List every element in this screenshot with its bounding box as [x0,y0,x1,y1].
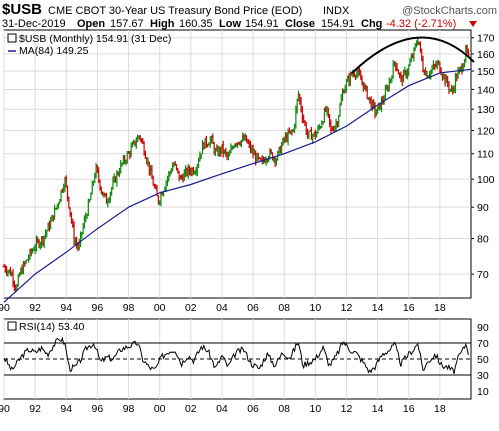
x-tick-label: 10 [309,302,321,314]
low-label: Low [219,18,241,30]
ohlc-line: 31-Dec-2019 Open 157.67 High 160.35 Low … [2,18,477,30]
price-y-tick-label: 70 [477,269,489,281]
close-label: Close [285,18,315,30]
x-tick-label: 08 [278,403,290,415]
x-tick-label: 00 [154,403,166,415]
x-tick-label: 14 [372,302,384,314]
price-legend: $USB (Monthly) 154.91 (31 Dec) MA(84) 14… [7,33,171,57]
x-tick-label: 18 [434,403,446,415]
low-value: 154.91 [245,18,279,30]
x-tick-label: 16 [403,403,415,415]
high-label: High [150,18,175,30]
open-label: Open [77,18,105,30]
x-tick-label: 06 [247,302,259,314]
x-tick-label: 96 [92,403,104,415]
rsi-legend: RSI(14) 53.40 [7,321,85,333]
x-tick-label: 04 [216,403,228,415]
chg-value: -4.32 (-2.71%) [386,18,456,30]
x-tick-label: 96 [92,302,104,314]
price-panel-frame [3,29,472,299]
x-tick-label: 90 [0,403,10,415]
symbol-title: $USB [2,1,42,18]
price-y-tick-label: 150 [477,66,495,78]
x-tick-label: 08 [278,302,290,314]
x-tick-label: 90 [0,302,10,314]
x-tick-label: 02 [185,302,197,314]
open-value: 157.67 [110,18,144,30]
ma84-line [3,68,472,303]
x-axis-top: 90 92 94 96 98 00 02 04 06 08 10 12 14 16 18 [0,302,446,314]
rsi-panel: 10 30 50 70 90 RSI(14) 53.40 [3,318,489,400]
price-y-tick-label: 90 [477,202,489,214]
x-tick-label: 18 [434,302,446,314]
x-tick-label: 12 [341,302,353,314]
legend-price-label: $USB (Monthly) 154.91 (31 Dec) [19,33,171,45]
rsi-y-tick-label: 10 [477,386,489,398]
down-arrow-icon [469,21,477,27]
legend-ma-label: MA(84) 149.25 [19,45,89,57]
legend-price-swatch [7,33,17,43]
legend-rsi-label: RSI(14) 53.40 [19,321,85,333]
exchange-label: INDX [323,5,350,17]
x-tick-label: 94 [60,302,72,314]
legend-rsi-swatch [7,321,17,331]
x-tick-label: 98 [123,403,135,415]
watermark: @StockCharts.com [402,5,497,17]
price-y-tick-label: 140 [477,84,495,96]
x-tick-label: 06 [247,403,259,415]
price-y-tick-label: 160 [477,49,495,61]
rsi-y-tick-label: 50 [477,354,489,366]
date-label: 31-Dec-2019 [2,18,66,30]
price-y-axis: 70 80 90 100 110 120 130 140 150 160 170 [471,33,495,281]
x-tick-label: 00 [154,302,166,314]
x-tick-label: 16 [403,302,415,314]
price-y-tick-label: 170 [477,33,495,45]
rsi-y-tick-label: 30 [477,370,489,382]
chg-label: Chg [361,18,382,30]
x-tick-label: 12 [341,403,353,415]
price-grid [3,30,471,298]
rsi-y-axis: 10 30 50 70 90 [477,322,489,398]
price-bars [2,37,470,293]
price-panel: 70 80 90 100 110 120 130 140 150 160 170 $USB (Mon… [2,29,495,303]
price-y-tick-label: 100 [477,174,495,186]
rsi-line [3,336,469,375]
x-tick-label: 94 [60,403,72,415]
rsi-y-tick-label: 70 [477,338,489,350]
price-y-tick-label: 80 [477,234,489,246]
x-tick-label: 02 [185,403,197,415]
rsi-y-tick-label: 90 [477,322,489,334]
top-arc [351,36,475,74]
price-y-tick-label: 120 [477,126,495,138]
x-tick-label: 98 [123,302,135,314]
price-y-tick-label: 130 [477,104,495,116]
x-tick-label: 92 [29,403,41,415]
price-y-tick-label: 110 [477,149,494,161]
symbol-description: CME CBOT 30-Year US Treasury Bond Price … [48,5,302,17]
close-value: 154.91 [321,18,355,30]
x-tick-label: 92 [29,302,41,314]
x-tick-label: 14 [372,403,384,415]
x-tick-label: 10 [309,403,321,415]
x-tick-label: 04 [216,302,228,314]
x-axis-bottom: 90 92 94 96 98 00 02 04 06 08 10 12 14 16 18 [0,403,446,415]
high-value: 160.35 [179,18,213,30]
